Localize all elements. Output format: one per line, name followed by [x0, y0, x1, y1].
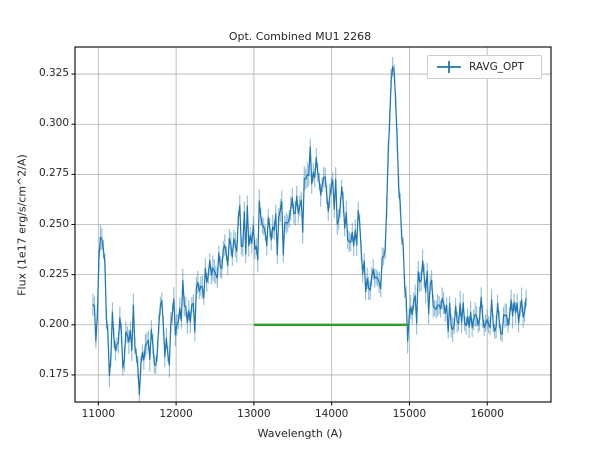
y-tick-label: 0.300 — [38, 117, 69, 130]
x-axis-label: Wavelength (A) — [257, 427, 343, 440]
x-tick-label: 14000 — [314, 408, 349, 420]
legend-line-marker-icon — [437, 61, 461, 73]
y-tick-label: 0.325 — [38, 67, 69, 80]
y-tick-label: 0.200 — [38, 317, 69, 330]
legend-label-ravg-opt: RAVG_OPT — [469, 61, 524, 73]
y-tick-label: 0.275 — [38, 167, 69, 180]
x-tick-label: 16000 — [470, 408, 504, 420]
legend[interactable]: RAVG_OPT — [427, 55, 542, 79]
x-tick-label: 12000 — [159, 408, 193, 420]
x-tick-label: 15000 — [392, 408, 427, 420]
y-tick-label: 0.225 — [38, 267, 69, 280]
chart-title: Opt. Combined MU1 2268 — [228, 30, 372, 43]
x-tick-label: 11000 — [81, 408, 116, 420]
x-tick-label: 13000 — [237, 408, 271, 420]
y-tick-label: 0.175 — [38, 367, 69, 380]
y-tick-label: 0.250 — [38, 217, 69, 230]
